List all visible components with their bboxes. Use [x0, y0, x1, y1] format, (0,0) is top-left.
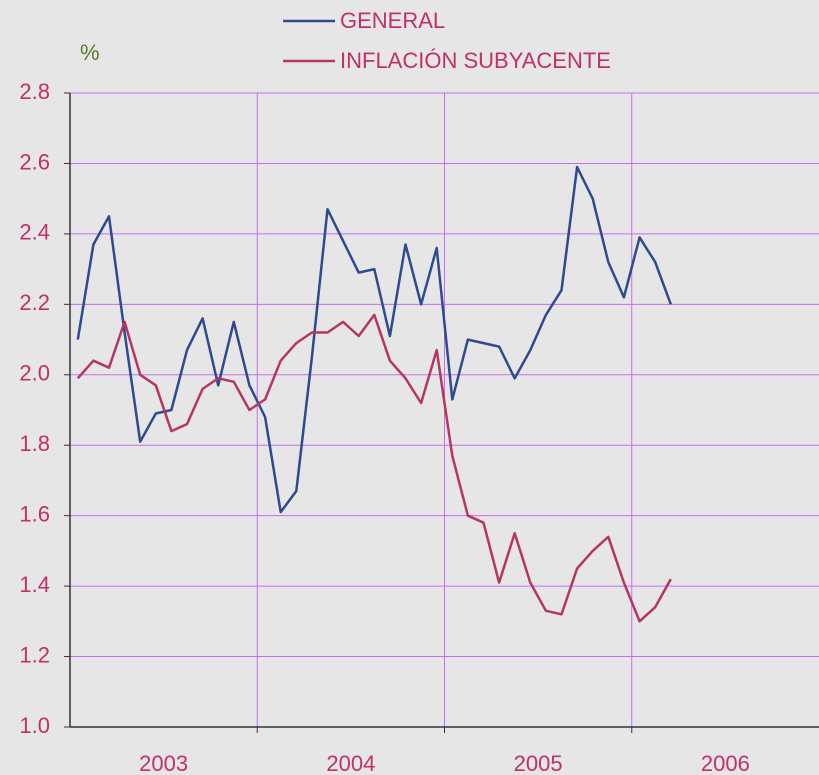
y-tick-label: 1.0: [19, 713, 50, 738]
x-tick-label: 2006: [701, 751, 750, 775]
y-tick-label: 1.8: [19, 431, 50, 456]
x-tick-label: 2003: [139, 751, 188, 775]
y-tick-label: 1.4: [19, 572, 50, 597]
x-tick-label: 2005: [514, 751, 563, 775]
series-line: [76, 165, 672, 514]
y-tick-label: 2.4: [19, 220, 50, 245]
y-tick-label: 2.6: [19, 149, 50, 174]
y-tick-label: 1.6: [19, 501, 50, 526]
series-line: [76, 313, 672, 623]
y-tick-label: 2.8: [19, 79, 50, 104]
legend-label: INFLACIÓN SUBYACENTE: [340, 48, 611, 73]
y-axis-label: %: [80, 40, 100, 65]
y-tick-label: 2.2: [19, 290, 50, 315]
y-tick-label: 2.0: [19, 361, 50, 386]
x-tick-label: 2004: [326, 751, 375, 775]
y-tick-label: 1.2: [19, 642, 50, 667]
legend-label: GENERAL: [340, 8, 445, 33]
